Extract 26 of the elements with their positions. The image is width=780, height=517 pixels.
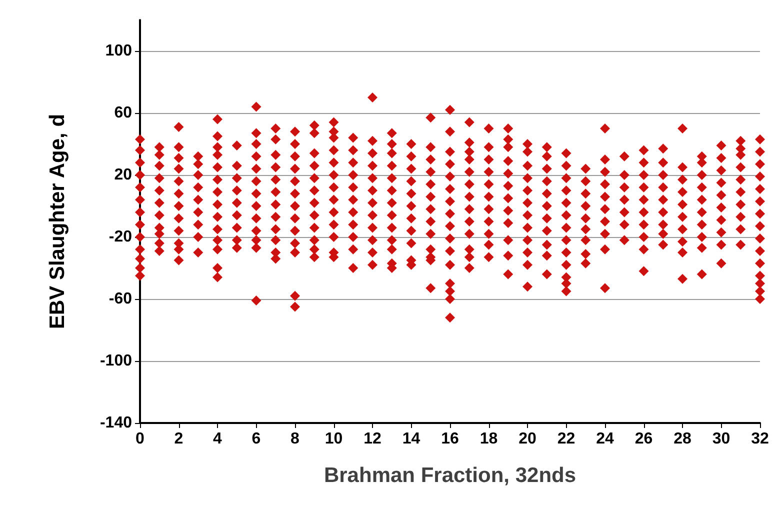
y-tick-label: -140 bbox=[100, 414, 132, 432]
y-axis-title: EBV Slaughter Age, d bbox=[46, 114, 69, 330]
x-tick-label: 20 bbox=[518, 430, 536, 448]
x-tick-label: 4 bbox=[213, 430, 222, 448]
y-tick-label: 20 bbox=[114, 166, 132, 184]
x-axis-title: Brahman Fraction, 32nds bbox=[324, 464, 576, 487]
x-tick-label: 8 bbox=[290, 430, 300, 448]
x-tick-label: 32 bbox=[751, 430, 769, 448]
x-tick-label: 30 bbox=[712, 430, 730, 448]
x-tick-label: 0 bbox=[136, 430, 145, 448]
x-tick-label: 14 bbox=[402, 430, 420, 448]
x-tick-label: 2 bbox=[174, 430, 184, 448]
x-tick-label: 28 bbox=[674, 430, 692, 448]
x-tick-label: 16 bbox=[441, 430, 459, 448]
x-tick-label: 10 bbox=[324, 430, 343, 448]
y-tick-label: 100 bbox=[105, 42, 132, 60]
x-tick-label: 26 bbox=[634, 430, 653, 448]
x-tick-label: 22 bbox=[557, 430, 576, 448]
y-tick-label: -20 bbox=[108, 228, 132, 246]
y-tick-label: 60 bbox=[114, 104, 132, 122]
x-tick-label: 12 bbox=[364, 430, 382, 448]
x-tick-label: 6 bbox=[252, 430, 261, 448]
y-tick-label: -100 bbox=[100, 352, 132, 370]
x-tick-label: 24 bbox=[596, 430, 614, 448]
y-tick-label: -60 bbox=[108, 290, 132, 308]
x-tick-label: 18 bbox=[480, 430, 498, 448]
